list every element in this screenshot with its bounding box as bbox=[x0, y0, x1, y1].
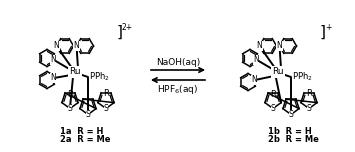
Text: N: N bbox=[251, 76, 257, 85]
Text: PPh$_2$: PPh$_2$ bbox=[292, 71, 313, 83]
Text: 2+: 2+ bbox=[122, 22, 133, 31]
Text: S: S bbox=[86, 110, 91, 119]
Text: NaOH(aq): NaOH(aq) bbox=[156, 58, 200, 67]
Text: PPh$_2$: PPh$_2$ bbox=[89, 71, 110, 83]
Text: S: S bbox=[307, 104, 311, 113]
Text: ]: ] bbox=[320, 24, 326, 40]
Text: N: N bbox=[50, 74, 56, 83]
Text: S: S bbox=[104, 104, 108, 113]
Text: R: R bbox=[306, 89, 312, 98]
Text: R: R bbox=[270, 90, 276, 99]
Text: S: S bbox=[67, 104, 72, 113]
Text: N: N bbox=[257, 41, 262, 50]
Text: R: R bbox=[67, 90, 73, 99]
Text: N: N bbox=[73, 41, 80, 50]
Text: +: + bbox=[325, 22, 331, 31]
Text: 2b  R = Me: 2b R = Me bbox=[268, 135, 319, 145]
Text: N: N bbox=[54, 41, 59, 50]
Text: ]: ] bbox=[117, 24, 123, 40]
Text: Ru: Ru bbox=[69, 67, 81, 76]
Text: R: R bbox=[103, 89, 109, 98]
Text: 1a  R = H: 1a R = H bbox=[60, 128, 103, 136]
Text: N: N bbox=[54, 41, 59, 50]
Text: N: N bbox=[73, 41, 80, 50]
Text: N: N bbox=[253, 55, 259, 64]
Text: HPF$_6$(aq): HPF$_6$(aq) bbox=[157, 83, 198, 96]
Text: N: N bbox=[277, 41, 282, 50]
Text: N: N bbox=[50, 55, 56, 64]
Text: S: S bbox=[289, 110, 293, 119]
Text: 2a  R = Me: 2a R = Me bbox=[60, 135, 110, 145]
Text: 1b  R = H: 1b R = H bbox=[268, 128, 312, 136]
Text: Ru: Ru bbox=[272, 67, 284, 76]
Text: S: S bbox=[271, 104, 275, 113]
